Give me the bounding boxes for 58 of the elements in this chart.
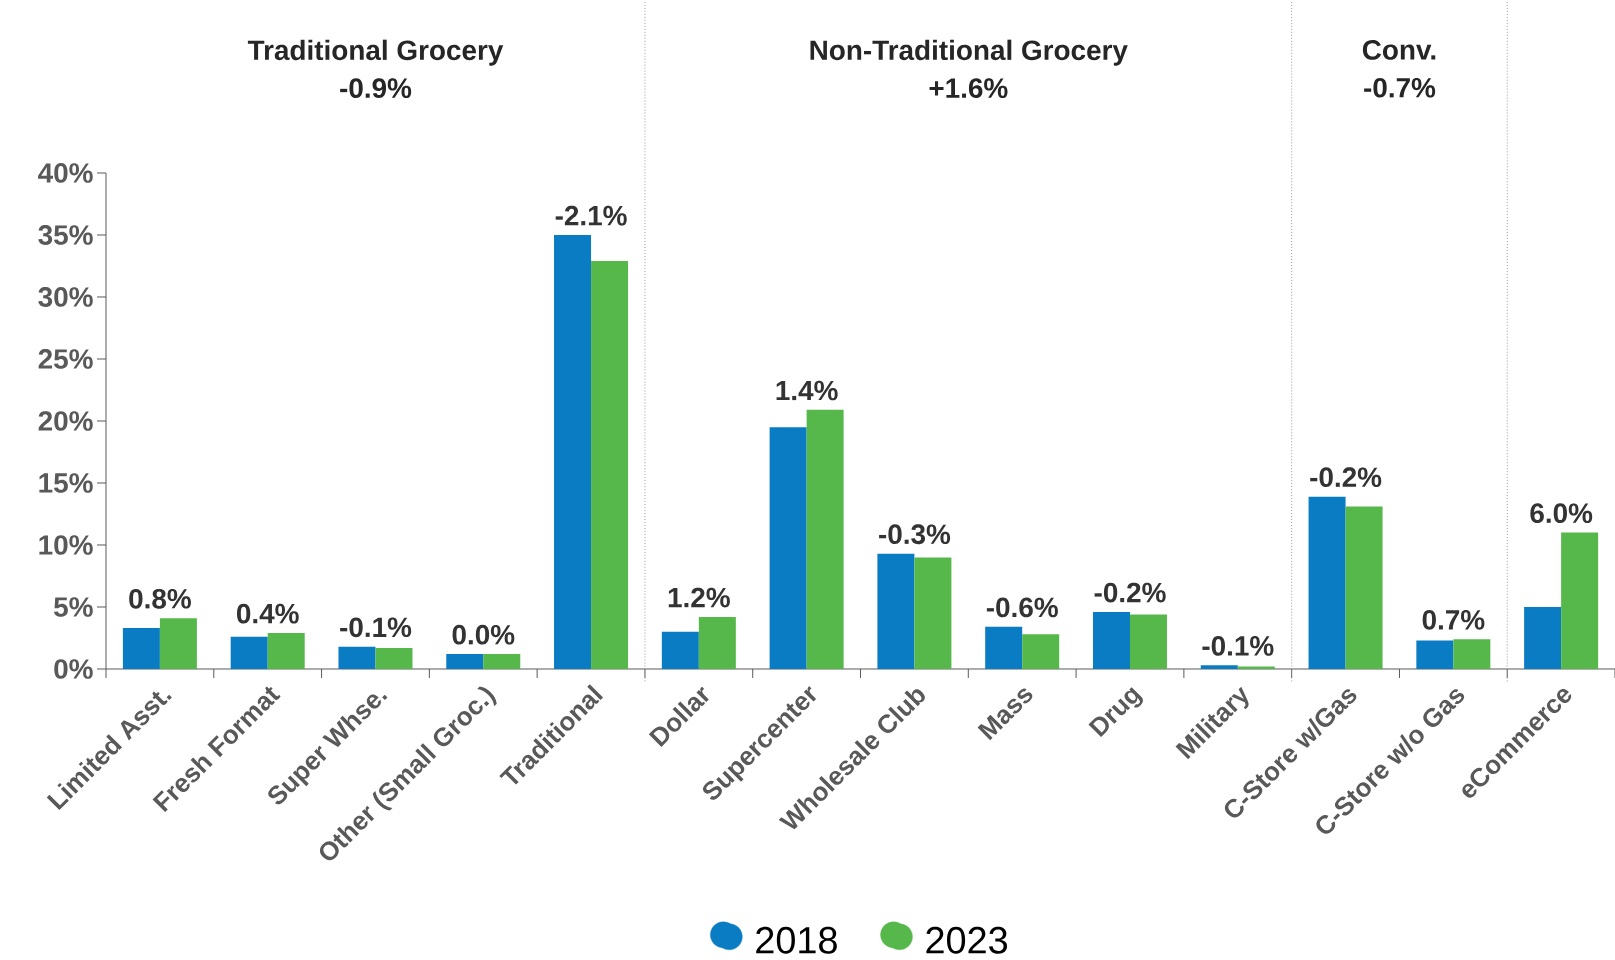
bar bbox=[806, 409, 844, 669]
bar bbox=[769, 427, 807, 669]
bar bbox=[1453, 639, 1491, 669]
bar bbox=[1129, 614, 1167, 669]
annotation: -0.6% bbox=[986, 597, 1058, 618]
bar bbox=[1416, 640, 1454, 669]
y-tick-label: 0% bbox=[54, 659, 93, 679]
annotation: -0.2% bbox=[1310, 467, 1382, 488]
annotation: -2.1% bbox=[555, 205, 627, 226]
y-tick-label: 35% bbox=[38, 225, 93, 245]
legend-label: 2018 bbox=[756, 926, 837, 954]
bar bbox=[483, 654, 521, 669]
y-tick-label: 10% bbox=[39, 535, 93, 555]
y-tick-label: 30% bbox=[38, 287, 93, 307]
annotation: 1.2% bbox=[668, 587, 730, 608]
bar bbox=[554, 234, 592, 669]
bar bbox=[159, 618, 197, 669]
annotation: -0.3% bbox=[879, 524, 951, 545]
y-tick-label: 40% bbox=[38, 163, 93, 183]
annotation: 0.7% bbox=[1422, 609, 1485, 630]
text: +1.6% bbox=[929, 78, 1008, 98]
bar bbox=[1022, 634, 1060, 669]
legend-label: 2023 bbox=[926, 926, 1008, 954]
text: -0.9% bbox=[340, 78, 412, 98]
bar bbox=[698, 616, 736, 669]
bar bbox=[914, 557, 952, 669]
bar bbox=[1200, 665, 1238, 669]
text: -0.7% bbox=[1364, 77, 1436, 98]
annotation: 0.4% bbox=[237, 603, 299, 624]
annotation: 6.0% bbox=[1530, 503, 1593, 524]
bar bbox=[267, 633, 305, 669]
bar bbox=[591, 261, 629, 669]
y-tick-label: 25% bbox=[38, 349, 93, 369]
annotation: -0.1% bbox=[1202, 636, 1274, 656]
bar bbox=[661, 631, 699, 669]
bar bbox=[230, 636, 268, 669]
y-tick-label: 15% bbox=[39, 473, 93, 493]
annotation: -0.1% bbox=[340, 617, 412, 638]
bar bbox=[877, 553, 915, 669]
bar bbox=[1345, 506, 1383, 669]
text: Traditional Grocery bbox=[247, 39, 504, 66]
bar bbox=[1092, 611, 1130, 669]
bar bbox=[1561, 532, 1599, 669]
text: Non-Traditional Grocery bbox=[810, 39, 1128, 66]
y-tick-label: 20% bbox=[38, 411, 93, 431]
annotation: -0.2% bbox=[1094, 582, 1166, 603]
annotation: 1.4% bbox=[776, 380, 838, 401]
bar bbox=[122, 628, 160, 669]
bar bbox=[985, 626, 1023, 669]
bar bbox=[375, 647, 413, 669]
annotation: 0.8% bbox=[129, 588, 191, 609]
bar bbox=[1524, 606, 1562, 669]
annotation: 0.0% bbox=[452, 624, 515, 645]
bar bbox=[338, 646, 376, 669]
bar bbox=[446, 654, 484, 669]
y-tick-label: 5% bbox=[54, 597, 93, 617]
bar bbox=[1308, 496, 1346, 669]
text: Conv. bbox=[1362, 40, 1436, 60]
